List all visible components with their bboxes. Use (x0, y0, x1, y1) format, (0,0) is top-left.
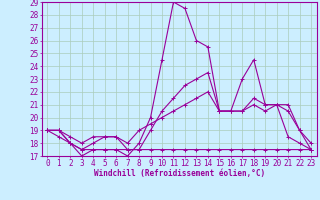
X-axis label: Windchill (Refroidissement éolien,°C): Windchill (Refroidissement éolien,°C) (94, 169, 265, 178)
